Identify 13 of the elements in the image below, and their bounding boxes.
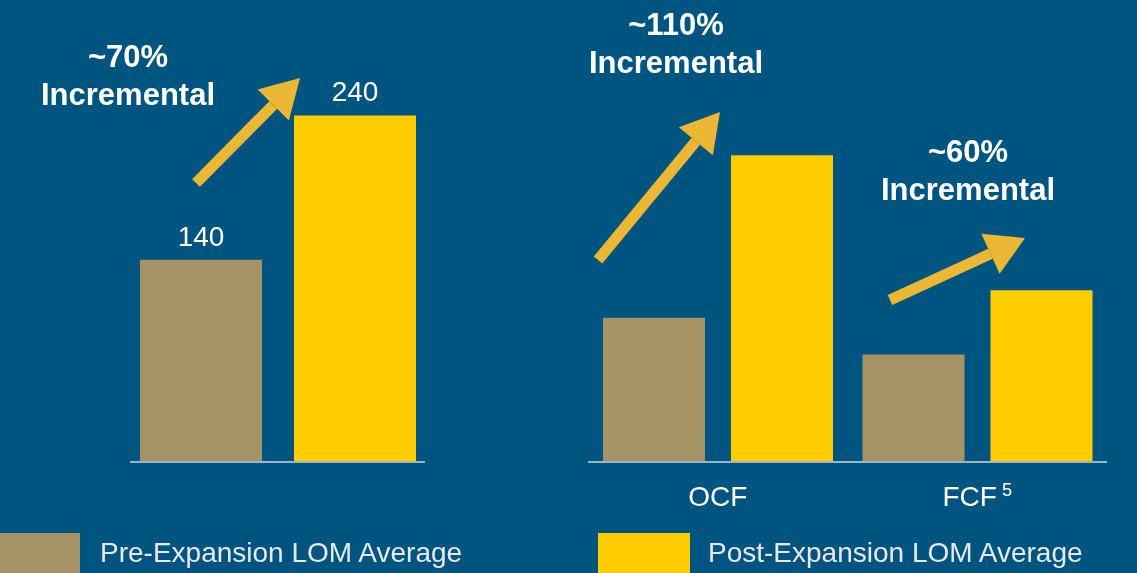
text: ~70% Incremental xyxy=(40,38,216,114)
text: ~110% Incremental xyxy=(588,6,764,82)
bar xyxy=(603,317,705,462)
legend-label: Post-Expansion LOM Average xyxy=(708,537,1083,569)
bar xyxy=(990,290,1093,462)
bar xyxy=(862,354,965,462)
bar xyxy=(731,155,833,462)
data-label: 240 xyxy=(331,76,379,108)
x-tick-label: OCF xyxy=(688,481,748,512)
legend-label: Pre-Expansion LOM Average xyxy=(100,537,463,569)
x-tick-label: FCF$^{5}$ xyxy=(942,480,1013,512)
annotation: ~60% Incremental xyxy=(880,133,1056,209)
data-label: 140 xyxy=(177,220,225,252)
